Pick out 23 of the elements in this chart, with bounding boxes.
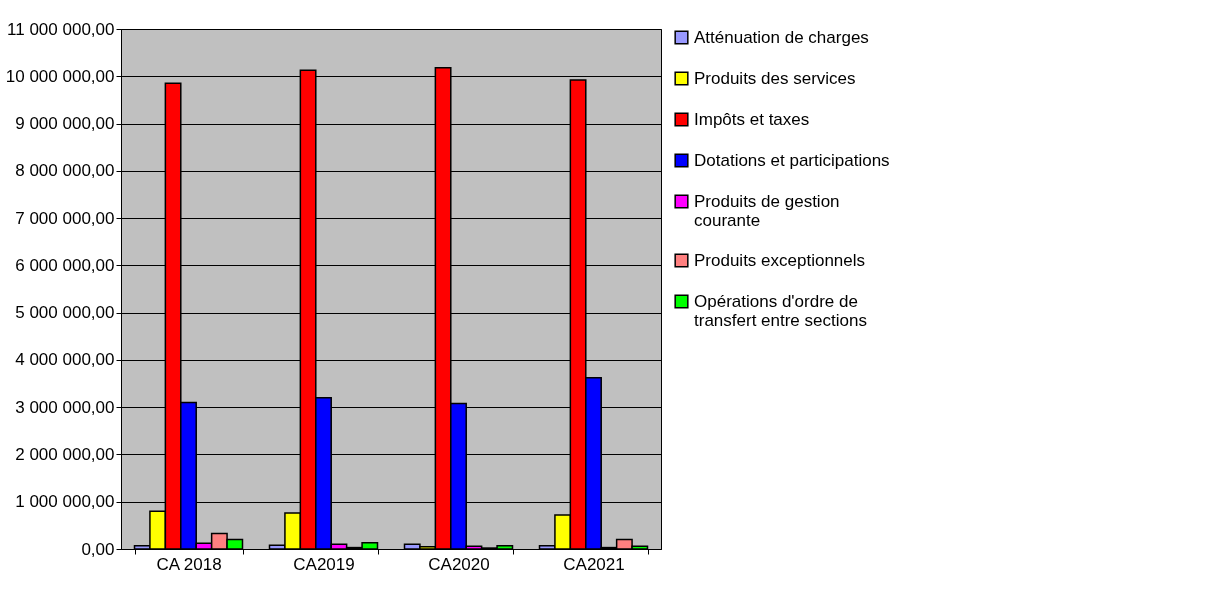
y-tick-label: 11 000 000,00 xyxy=(7,19,115,39)
y-tick-label: 10 000 000,00 xyxy=(5,66,115,86)
y-tick-label: 9 000 000,00 xyxy=(15,114,115,134)
y-tick-label: 0,00 xyxy=(81,539,115,559)
y-tick-label: 1 000 000,00 xyxy=(15,492,115,512)
y-tick-label: 4 000 000,00 xyxy=(15,350,115,370)
y-tick-label: 5 000 000,00 xyxy=(15,303,115,323)
x-tick-label: CA 2018 xyxy=(156,554,222,574)
y-tick-label: 3 000 000,00 xyxy=(15,397,115,417)
legend-label: Produits de gestion courante xyxy=(694,191,840,230)
x-tick-label: CA2021 xyxy=(563,554,625,574)
y-tick-label: 8 000 000,00 xyxy=(15,161,115,181)
x-tick-label: CA2020 xyxy=(428,554,490,574)
legend-label: Atténuation de charges xyxy=(694,27,869,47)
y-tick-label: 7 000 000,00 xyxy=(15,208,115,228)
legend-label: Produits exceptionnels xyxy=(694,250,866,270)
legend-label: Impôts et taxes xyxy=(694,109,810,129)
y-tick-label: 6 000 000,00 xyxy=(15,255,115,275)
legend-label: Opérations d'ordre de transfert entre sections xyxy=(694,291,867,330)
legend-label: Produits des services xyxy=(694,68,856,88)
legend-label: Dotations et participations xyxy=(694,150,890,170)
x-tick-label: CA2019 xyxy=(293,554,355,574)
y-tick-label: 2 000 000,00 xyxy=(15,444,115,464)
